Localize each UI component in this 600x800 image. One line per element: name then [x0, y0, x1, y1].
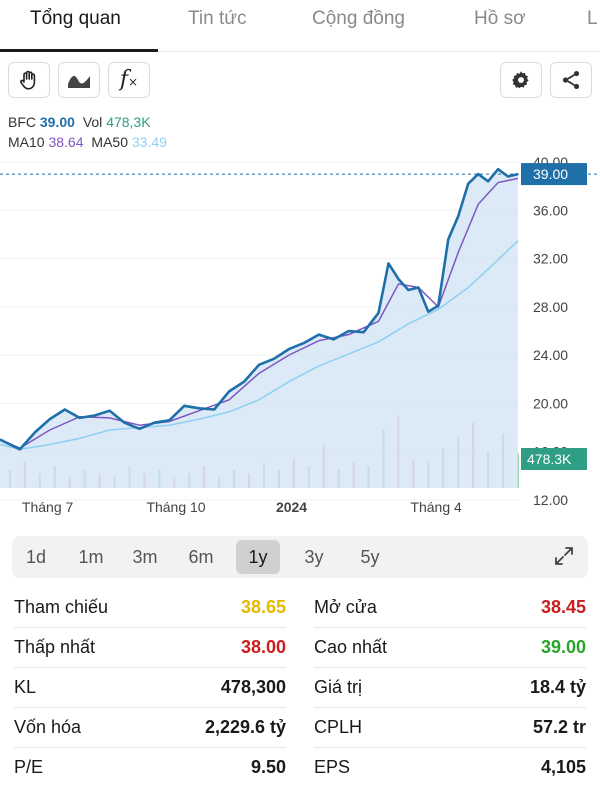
stat-label: Tham chiếu — [14, 597, 109, 617]
price-area — [0, 169, 518, 488]
top-tab-bar: Tổng quan Tin tức Cộng đồng Hồ sơ L — [0, 0, 600, 52]
stat-row: Cao nhất 39.00 — [314, 628, 586, 668]
y-tick-label: 12.00 — [533, 492, 568, 508]
wave-icon — [66, 70, 92, 90]
tab-more[interactable]: L — [587, 8, 598, 29]
stat-row: Giá trị 18.4 tỷ — [314, 668, 586, 708]
stat-value: 38.65 — [240, 597, 286, 617]
hand-icon — [17, 68, 41, 92]
price-line — [0, 167, 519, 451]
price-chart[interactable]: 40.0036.0032.0028.0024.0020.0016.0012.00… — [0, 150, 600, 520]
y-tick-label: 32.00 — [533, 251, 568, 267]
stat-value: 39.00 — [540, 637, 586, 657]
range-3y[interactable]: 3y — [304, 547, 324, 567]
stat-value: 4,105 — [540, 757, 586, 777]
range-6m[interactable]: 6m — [188, 547, 214, 567]
settings-button[interactable] — [500, 62, 542, 98]
y-tick-label: 28.00 — [533, 299, 568, 315]
y-tick-label: 24.00 — [533, 347, 568, 363]
stat-label: Thấp nhất — [14, 637, 96, 657]
stat-row: EPS 4,105 — [314, 748, 586, 788]
stat-row: Tham chiếu 38.65 — [14, 588, 286, 628]
stat-label: Giá trị — [314, 677, 363, 697]
stat-row: CPLH 57.2 tr — [314, 708, 586, 748]
price-value: 39.00 — [39, 114, 75, 130]
stat-label: EPS — [314, 757, 351, 777]
vol-value: 478,3K — [106, 114, 151, 130]
stat-value: 18.4 tỷ — [529, 677, 586, 697]
share-icon — [560, 69, 582, 91]
stat-row: Vốn hóa 2,229.6 tỷ — [14, 708, 286, 748]
ma50-value: 33.49 — [131, 134, 167, 150]
price-badge — [521, 163, 587, 186]
stat-label: Cao nhất — [314, 637, 388, 657]
x-tick-label: Tháng 4 — [410, 499, 462, 515]
tab-news[interactable]: Tin tức — [188, 8, 247, 29]
function-icon: f× — [119, 67, 139, 92]
stat-row: Mở cửa 38.45 — [314, 588, 586, 628]
x-tick-label: Tháng 10 — [146, 499, 205, 515]
expand-icon[interactable] — [552, 544, 576, 568]
symbol-label: BFC — [8, 114, 36, 130]
chart-style-button[interactable] — [58, 62, 100, 98]
drawing-tool-button[interactable] — [8, 62, 50, 98]
range-1y[interactable]: 1y — [236, 540, 280, 574]
y-tick-label: 20.00 — [533, 395, 568, 411]
volume-badge — [521, 448, 587, 470]
stat-value: 9.50 — [250, 757, 286, 777]
stat-value: 478,300 — [220, 677, 286, 697]
stat-value: 57.2 tr — [532, 717, 586, 737]
price-legend: BFC 39.00 Vol 478,3K — [8, 114, 151, 130]
gear-icon — [510, 69, 532, 91]
active-tab-indicator — [0, 49, 158, 52]
share-button[interactable] — [550, 62, 592, 98]
ma10-label: MA10 — [8, 134, 45, 150]
volume-badge-text: 478.3K — [527, 451, 572, 467]
price-badge-text: 39.00 — [533, 166, 568, 182]
range-selector: 1d 1m 3m 6m 1y 3y 5y — [12, 536, 588, 578]
indicator-button[interactable]: f× — [108, 62, 150, 98]
range-1m[interactable]: 1m — [78, 547, 104, 567]
ma50-line — [0, 240, 519, 451]
ma-legend: MA10 38.64 MA50 33.49 — [8, 134, 167, 150]
tab-overview[interactable]: Tổng quan — [30, 8, 121, 29]
stat-row: P/E 9.50 — [14, 748, 286, 788]
stat-label: Mở cửa — [314, 597, 377, 617]
range-3m[interactable]: 3m — [132, 547, 158, 567]
stat-row: Thấp nhất 38.00 — [14, 628, 286, 668]
range-5y[interactable]: 5y — [360, 547, 380, 567]
tab-community[interactable]: Cộng đồng — [312, 8, 405, 29]
stat-row: KL 478,300 — [14, 668, 286, 708]
vol-label: Vol — [82, 114, 103, 130]
stat-value: 38.45 — [540, 597, 586, 617]
stat-value: 2,229.6 tỷ — [204, 717, 286, 737]
stat-label: CPLH — [314, 717, 363, 737]
x-tick-label: 2024 — [276, 499, 307, 515]
tab-profile[interactable]: Hồ sơ — [474, 8, 526, 29]
y-tick-label: 36.00 — [533, 202, 568, 218]
range-1d[interactable]: 1d — [25, 547, 47, 567]
x-tick-label: Tháng 7 — [22, 499, 74, 515]
stat-label: KL — [14, 677, 37, 697]
stat-label: Vốn hóa — [14, 717, 82, 737]
ma10-value: 38.64 — [48, 134, 84, 150]
ma50-label: MA50 — [91, 134, 128, 150]
stat-label: P/E — [14, 757, 44, 777]
stat-value: 38.00 — [240, 637, 286, 657]
